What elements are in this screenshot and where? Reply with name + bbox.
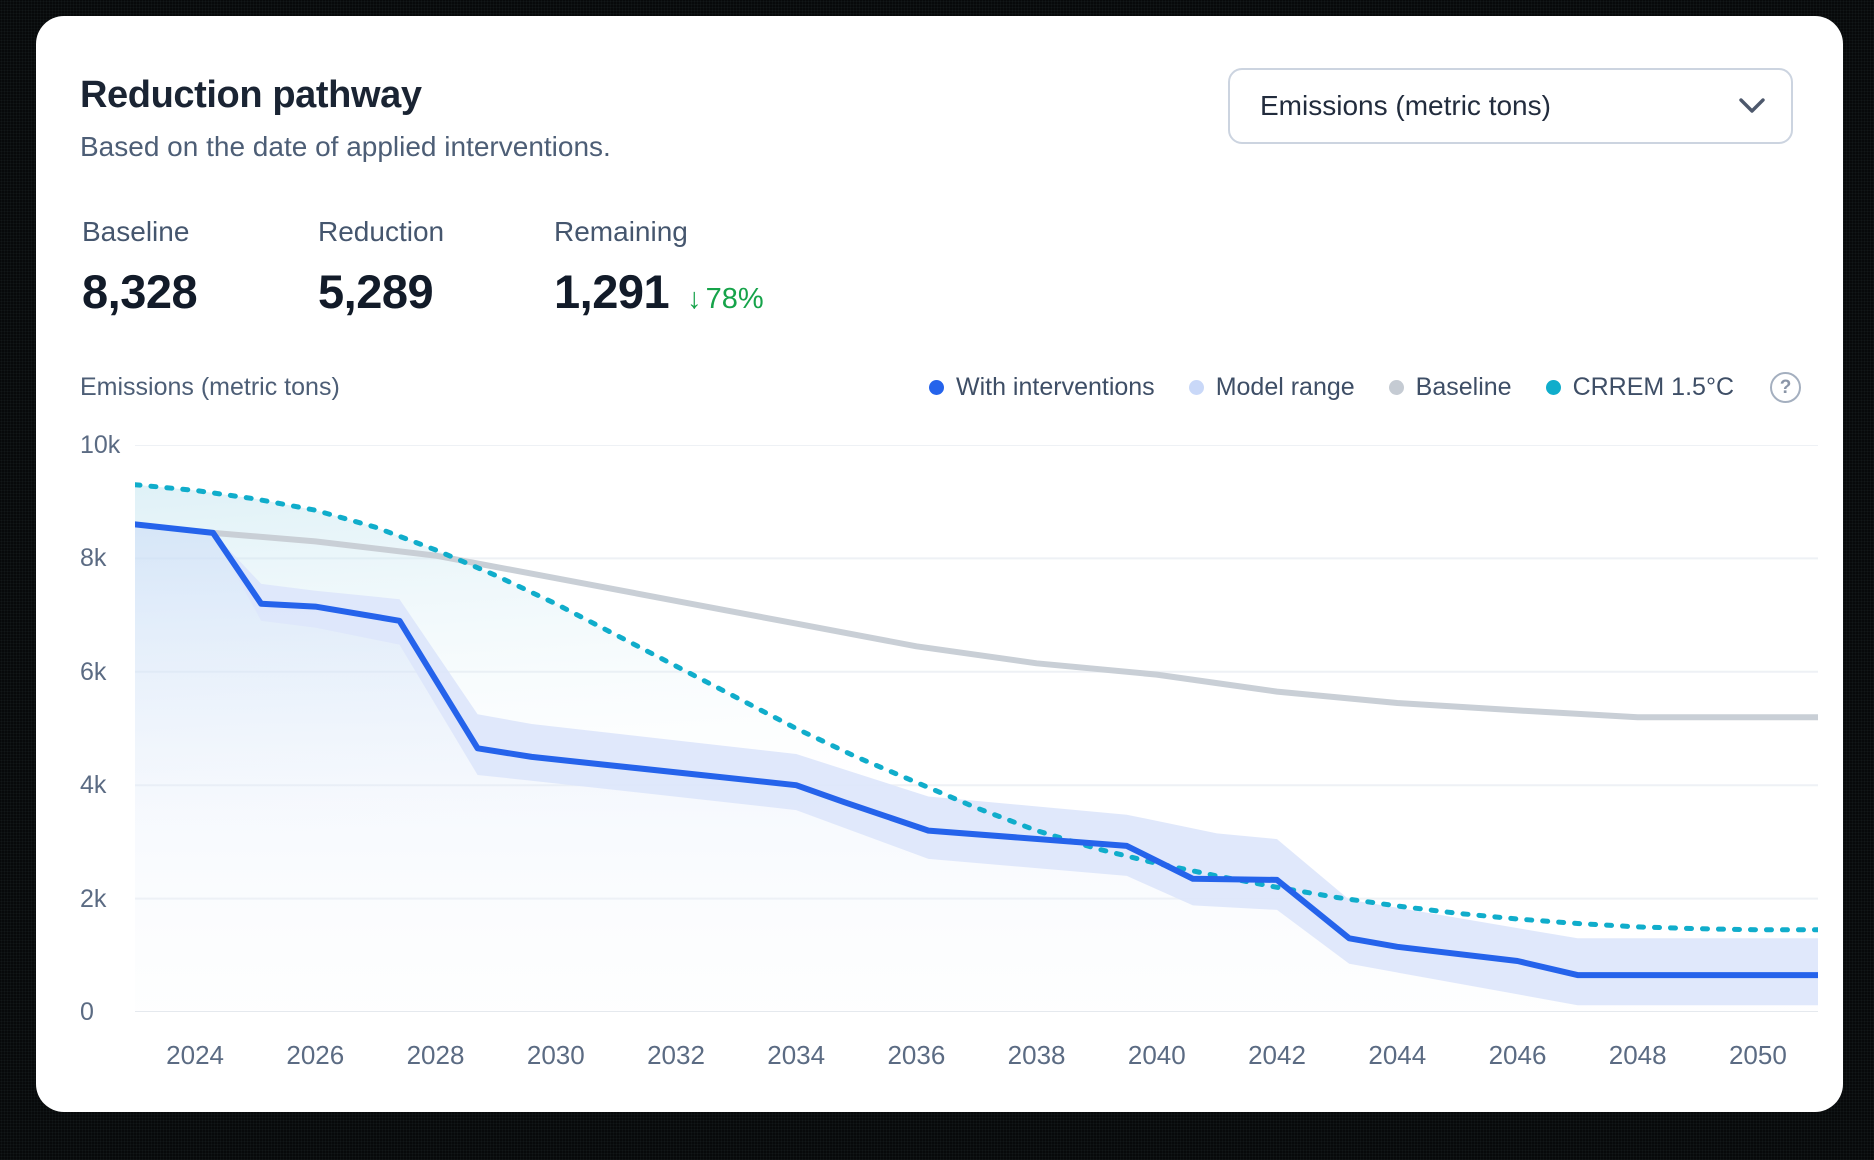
model-range-band (213, 532, 1819, 1006)
card-header: Reduction pathway Based on the date of a… (80, 74, 611, 163)
reduction-delta-badge: ↓ 78% (687, 283, 764, 316)
x-tick-label: 2046 (1488, 1040, 1547, 1070)
chart-legend: With interventions Model range Baseline CRR… (928, 372, 1801, 403)
series-line-with-interventions (132, 521, 1821, 979)
stat-reduction: Reduction 5,289 (318, 216, 554, 319)
chevron-down-icon (1739, 98, 1765, 113)
x-tick-label: 2042 (1248, 1040, 1306, 1070)
stat-value: 8,328 (82, 265, 198, 318)
legend-item-baseline[interactable]: Baseline (1388, 373, 1512, 402)
x-tick-label: 2048 (1608, 1040, 1667, 1070)
x-tick-label: 2034 (767, 1040, 826, 1070)
x-tick-label: 2028 (406, 1040, 465, 1070)
y-tick-label: 0 (80, 998, 94, 1026)
y-tick-label: 10k (80, 431, 121, 459)
legend-item-model-range[interactable]: Model range (1188, 373, 1355, 402)
x-tick-label: 2030 (526, 1040, 585, 1070)
stat-label: Baseline (82, 216, 190, 247)
stat-label: Reduction (318, 216, 445, 247)
legend-item-label: Model range (1215, 373, 1355, 401)
legend-item-crrem-1-5-c[interactable]: CRREM 1.5°C (1545, 373, 1734, 402)
chart-header-row: Emissions (metric tons) With interventio… (80, 372, 1801, 403)
decrease-arrow-icon: ↓ (687, 283, 702, 315)
stat-label: Remaining (554, 216, 688, 247)
y-tick-label: 2k (80, 884, 107, 913)
area-fill (135, 524, 1818, 1012)
chart-plot-area (132, 444, 1821, 1013)
series-line-crrem-1-5-c (132, 482, 1821, 933)
y-tick-label: 6k (80, 657, 107, 686)
x-tick-label: 2050 (1728, 1040, 1787, 1070)
legend-item-label: Baseline (1415, 373, 1512, 401)
x-tick-label: 2040 (1127, 1040, 1186, 1070)
x-tick-label: 2044 (1368, 1040, 1427, 1070)
reduction-pathway-card: Reduction pathway Based on the date of a… (36, 16, 1843, 1112)
metric-dropdown[interactable]: Emissions (metric tons) (1228, 68, 1793, 144)
x-tick-label: 2038 (1007, 1040, 1066, 1070)
y-tick-label: 4k (80, 771, 107, 800)
emissions-chart-svg (132, 444, 1821, 1013)
x-tick-label: 2026 (286, 1040, 345, 1070)
x-axis-tick-labels: 2024 2026 2028 2030 2032 2034 2036 2038 2040 2042… (135, 1040, 1818, 1074)
legend-item-with-interventions[interactable]: With interventions (928, 373, 1155, 402)
legend-item-label: With interventions (955, 373, 1155, 401)
legend-item-label: CRREM 1.5°C (1572, 373, 1734, 401)
series-line-baseline (210, 529, 1821, 721)
help-icon[interactable]: ? (1770, 372, 1801, 403)
stat-value: 1,291 (554, 265, 670, 318)
legend-dot-icon (1545, 380, 1561, 395)
x-tick-label: 2036 (887, 1040, 946, 1070)
page-title: Reduction pathway (80, 74, 422, 116)
stat-remaining: Remaining 1,291 ↓ 78% (554, 216, 790, 319)
y-axis-title: Emissions (metric tons) (80, 373, 340, 401)
stats-row: Baseline 8,328 Reduction 5,289 Remaining… (82, 216, 790, 319)
stat-value: 5,289 (318, 265, 434, 318)
legend-dot-icon (1188, 380, 1204, 395)
delta-percent: 78% (705, 283, 764, 315)
legend-dot-icon (928, 380, 944, 395)
metric-dropdown-value: Emissions (metric tons) (1260, 90, 1551, 121)
page-subtitle: Based on the date of applied interventio… (80, 131, 611, 162)
legend-dot-icon (1388, 380, 1404, 395)
x-tick-label: 2024 (166, 1040, 225, 1070)
y-tick-label: 8k (80, 544, 107, 573)
x-tick-label: 2032 (647, 1040, 705, 1070)
stat-baseline: Baseline 8,328 (82, 216, 318, 319)
